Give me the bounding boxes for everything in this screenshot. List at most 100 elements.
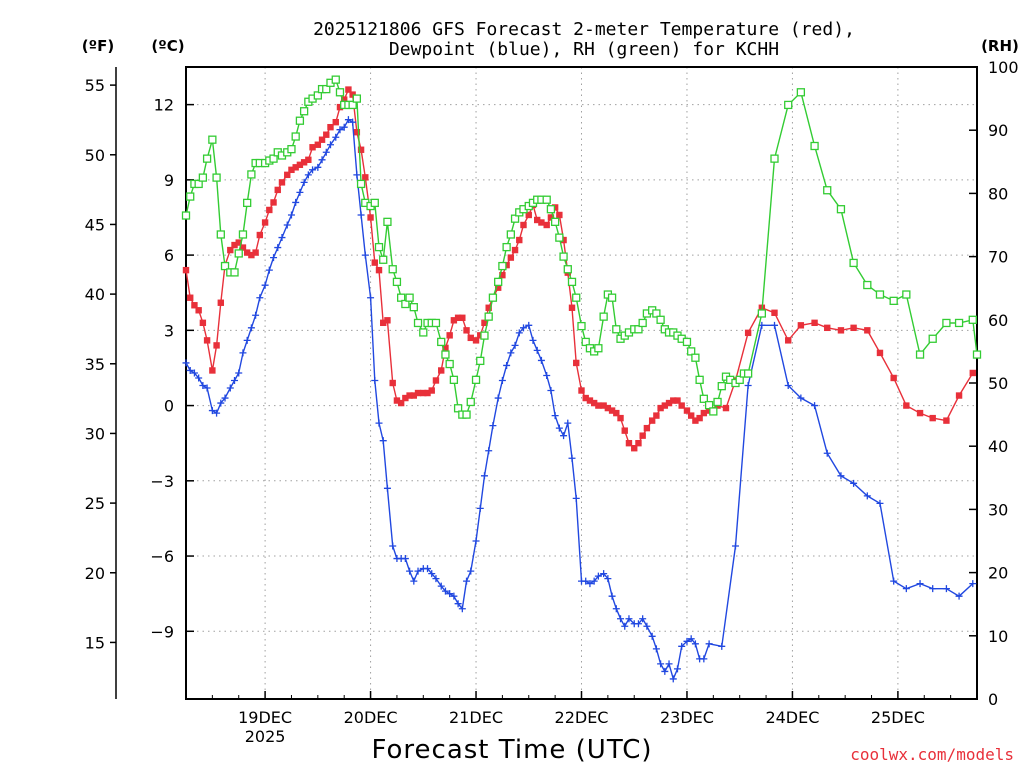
dewpoint-point <box>700 655 708 663</box>
dewpoint-point <box>203 384 211 392</box>
x-tick-label: 20DEC <box>344 708 398 727</box>
data-series <box>181 75 982 683</box>
dewpoint-point <box>572 494 580 502</box>
dewpoint-point <box>731 542 739 550</box>
rh-point <box>291 132 300 141</box>
dewpoint-point <box>361 251 369 259</box>
dewpoint-point <box>458 605 466 613</box>
dewpoint-point <box>432 575 440 583</box>
dewpoint-point <box>278 234 286 242</box>
dewpoint-point <box>292 198 300 206</box>
temperature-point <box>438 367 445 374</box>
dewpoint-point <box>771 321 779 329</box>
temperature-point <box>639 432 646 439</box>
rh-point <box>471 375 481 384</box>
dewpoint-point <box>533 346 541 354</box>
rh-point <box>823 186 832 195</box>
dewpoint-point <box>441 587 449 595</box>
temperature-point <box>323 131 330 138</box>
dewpoint-point <box>586 580 594 588</box>
rh-point <box>383 217 392 226</box>
dewpoint-point <box>454 600 462 608</box>
temperature-point <box>375 266 383 274</box>
temperature-point <box>687 412 695 419</box>
rh-point <box>466 397 475 407</box>
dewpoint-point <box>406 567 414 575</box>
rh-point <box>572 293 581 302</box>
rh-point <box>942 318 951 328</box>
dewpoint-point <box>274 244 282 252</box>
dewpoint-point <box>239 349 247 357</box>
rh-point <box>634 325 643 334</box>
dewpoint-point <box>476 504 484 512</box>
dewpoint-point <box>551 412 559 420</box>
rh-point <box>784 100 793 110</box>
dewpoint-point <box>942 585 950 593</box>
temperature-point <box>507 254 515 261</box>
dewpoint-point <box>221 394 229 402</box>
chart-title-line2: Dewpoint (blue), RH (green) for KCHH <box>389 39 779 60</box>
temperature-point <box>503 261 510 269</box>
rh-point <box>392 277 402 287</box>
rh-point <box>577 321 586 331</box>
temperature-point <box>600 402 607 409</box>
rh-point <box>202 154 212 163</box>
dewpoint-point <box>652 645 660 653</box>
dewpoint-point <box>625 615 633 623</box>
rh-point <box>559 252 568 261</box>
fahrenheit-axis-ticks: 55 50 45 40 35 30 25 20 15 <box>85 76 116 652</box>
temperature-point <box>235 239 242 246</box>
temperature-point <box>560 236 567 244</box>
temperature-point <box>266 206 273 214</box>
temperature-point <box>410 392 418 399</box>
rh-point <box>555 233 564 242</box>
dewpoint-point <box>600 570 608 578</box>
rh-point <box>563 265 572 274</box>
dewpoint-point <box>463 577 471 585</box>
rh-point <box>230 268 239 277</box>
rh-point <box>243 198 252 208</box>
rh-point <box>704 400 714 410</box>
dewpoint-point <box>287 211 295 219</box>
dewpoint-point <box>639 615 647 623</box>
celsius-tick-label: 9 <box>164 171 174 190</box>
temperature-point <box>345 86 352 93</box>
temperature-point <box>217 299 225 306</box>
temperature-point <box>371 259 378 266</box>
rh-point <box>796 88 806 97</box>
temperature-point <box>696 414 703 422</box>
dewpoint-point <box>322 148 330 156</box>
dewpoint-point <box>446 590 454 598</box>
fahrenheit-tick-label: 50 <box>85 146 105 165</box>
x-tick-sublabel: 2025 <box>245 727 286 746</box>
temperature-point <box>187 294 194 301</box>
temperature-point <box>700 409 708 417</box>
fahrenheit-tick-label: 30 <box>85 424 105 443</box>
x-tick-label: 22DEC <box>555 708 609 727</box>
temperature-point <box>278 179 286 186</box>
rh-point <box>735 375 744 384</box>
rh-tick-label: 0 <box>988 690 998 709</box>
temperature-point <box>811 319 818 327</box>
temperature-point <box>653 412 660 419</box>
rh-point <box>484 312 493 321</box>
rh-point <box>208 135 217 144</box>
dewpoint-point <box>252 311 260 319</box>
rh-point <box>401 299 410 309</box>
temperature-point <box>850 324 857 332</box>
dewpoint-point <box>507 349 515 357</box>
dewpoint-point <box>182 359 190 367</box>
rh-point <box>875 290 885 299</box>
dewpoint-point <box>472 537 480 545</box>
dewpoint-point <box>326 141 334 149</box>
temperature-point <box>547 214 555 221</box>
rh-point <box>757 309 766 318</box>
temperature-point <box>349 91 356 98</box>
rh-point <box>431 318 441 328</box>
celsius-tick-label: −3 <box>150 472 174 491</box>
rh-point <box>453 404 463 413</box>
rh-point <box>462 410 471 419</box>
rh-point <box>968 315 977 324</box>
temperature-point <box>876 349 884 357</box>
